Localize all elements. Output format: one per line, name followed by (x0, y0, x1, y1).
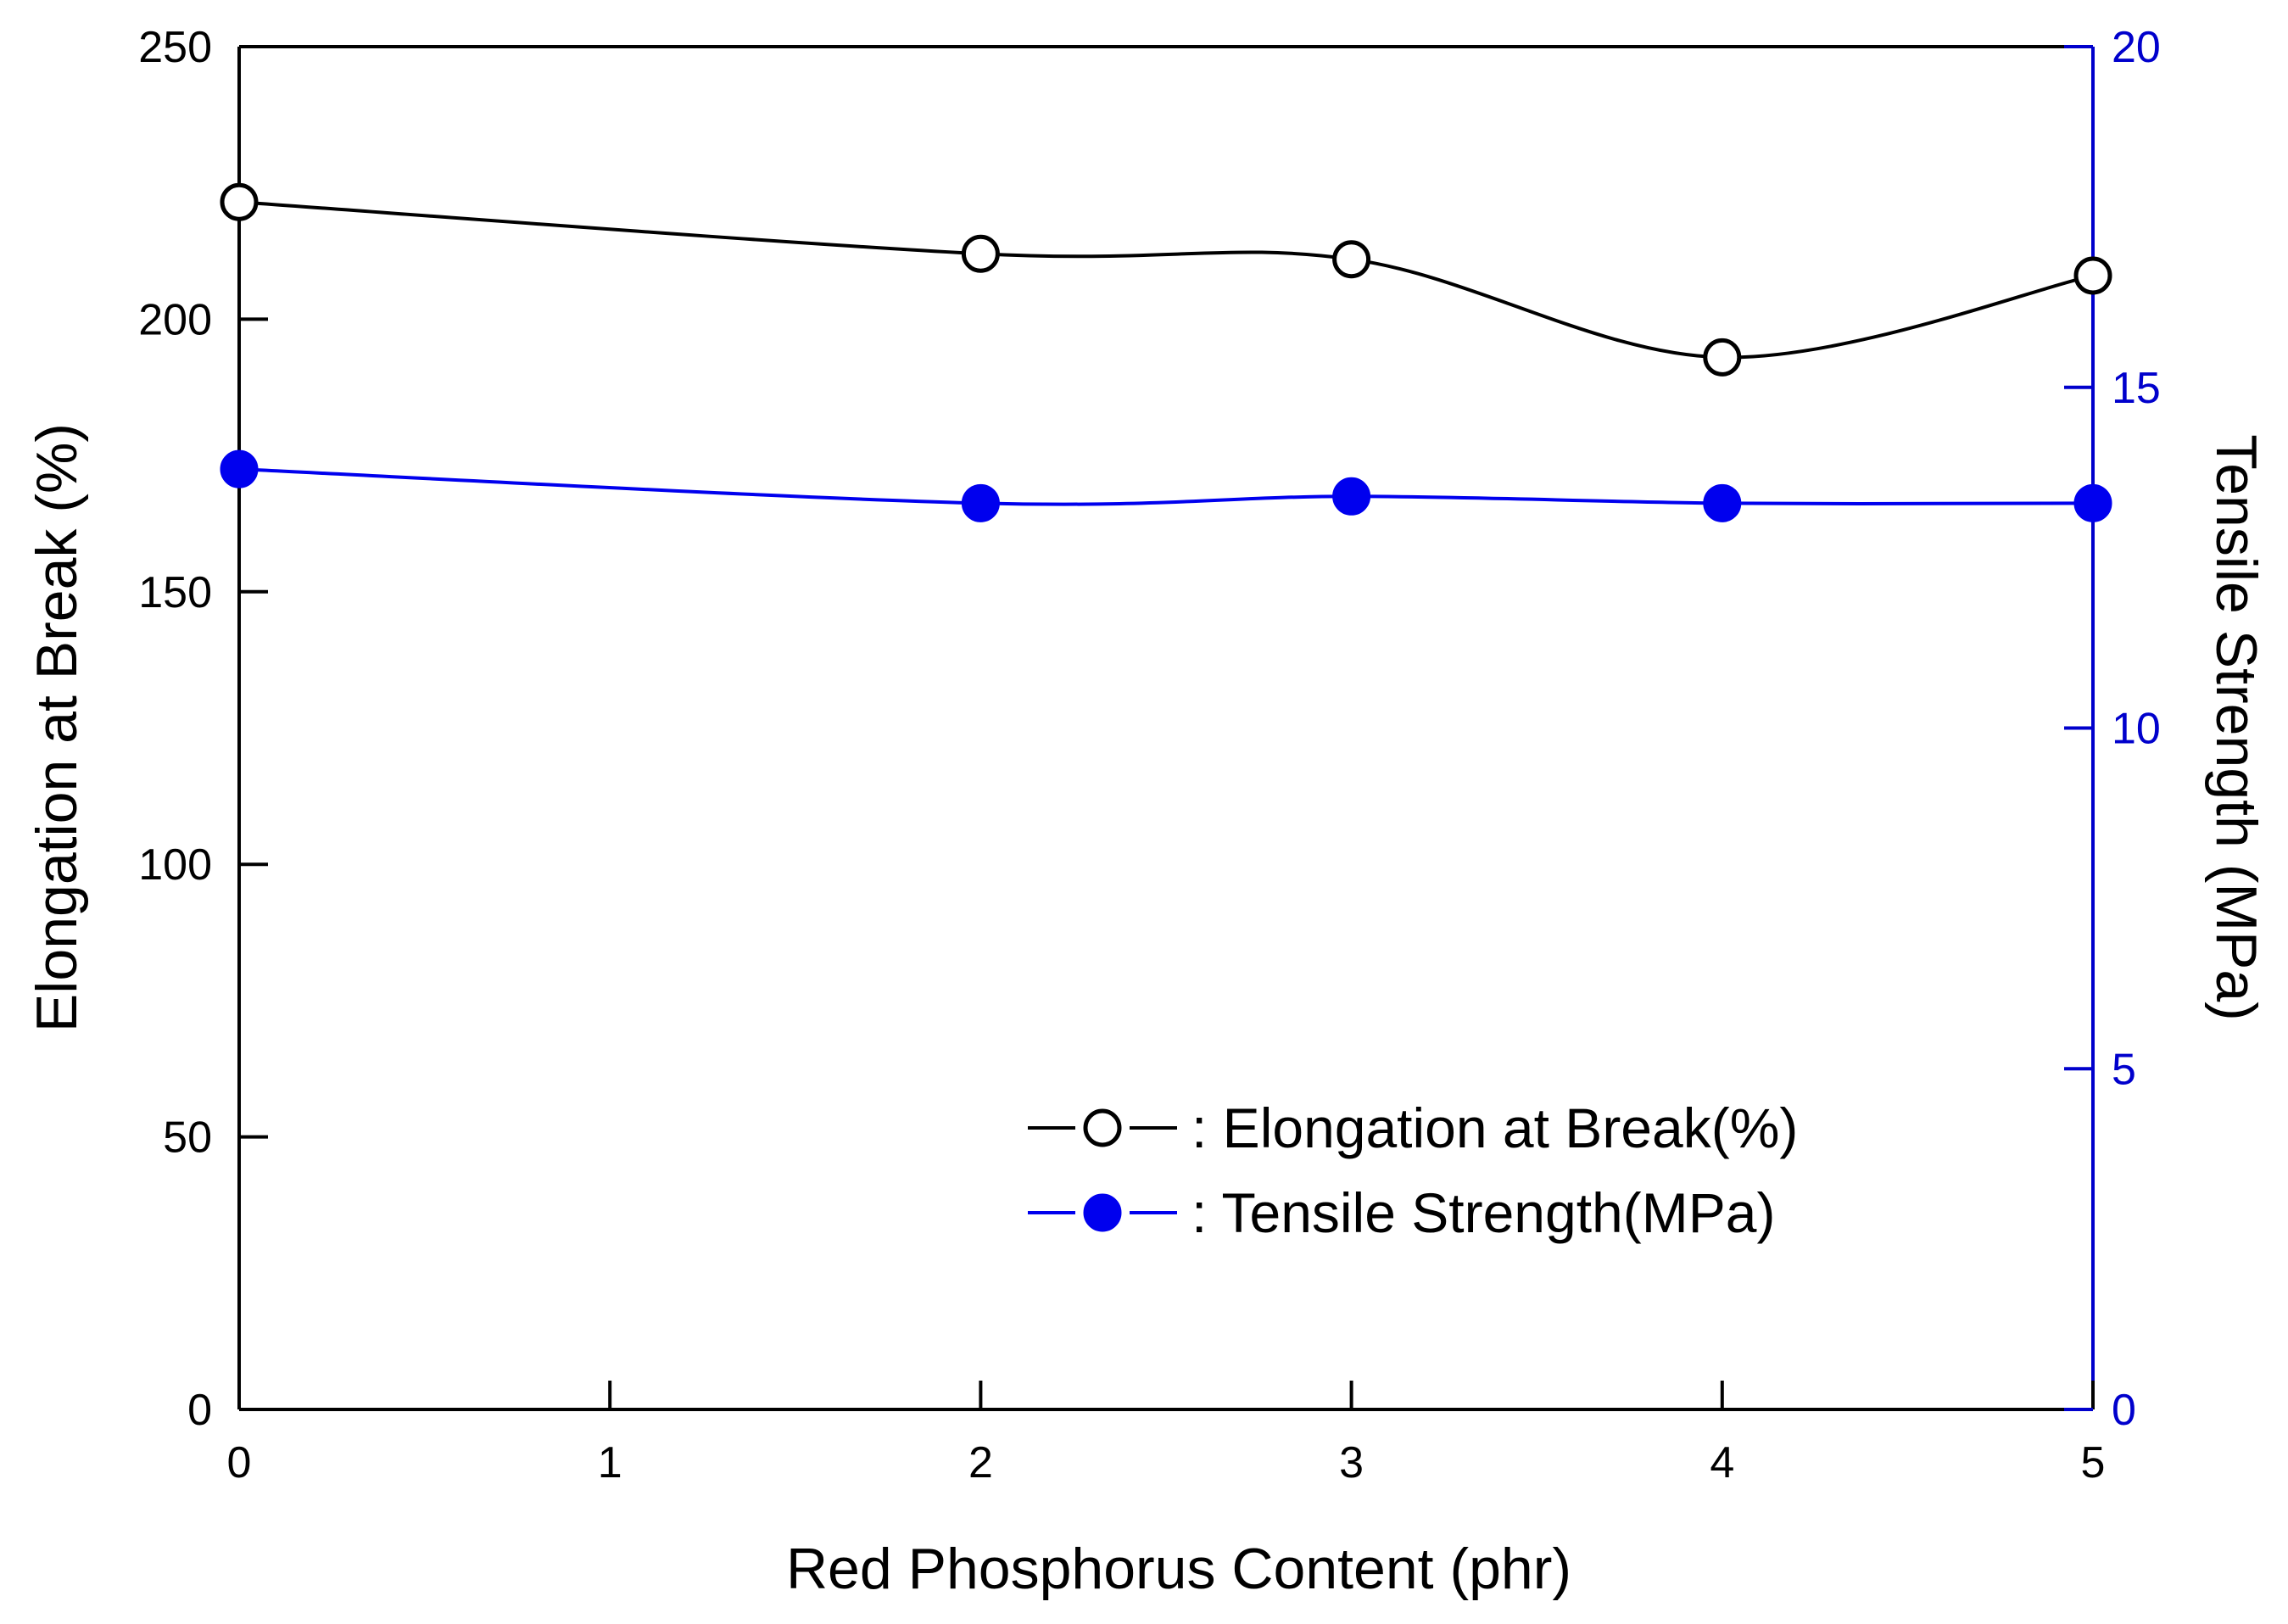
x-axis-ticks: 0 1 2 3 4 5 (227, 1381, 2106, 1487)
x-tick-label: 3 (1339, 1438, 1364, 1487)
y-left-tick-label: 0 (187, 1386, 212, 1435)
x-tick-label: 1 (598, 1438, 622, 1487)
y-left-tick-label: 50 (163, 1113, 212, 1163)
y-right-axis-ticks: 0 5 10 15 20 (2064, 23, 2161, 1435)
data-point-tensile (1332, 477, 1371, 516)
x-tick-label: 0 (227, 1438, 252, 1487)
data-point-elongation (220, 182, 259, 221)
legend-entry-elongation: : Elongation at Break(%) (1028, 1097, 1798, 1159)
x-tick-label: 4 (1710, 1438, 1734, 1487)
x-tick-label: 2 (968, 1438, 993, 1487)
y-left-tick-label: 200 (138, 295, 212, 344)
data-point-elongation (1332, 240, 1371, 279)
y-left-tick-label: 250 (138, 23, 212, 72)
legend-marker-elongation (1083, 1108, 1122, 1147)
plot-frame (237, 45, 2095, 1411)
y-left-tick-label: 150 (138, 568, 212, 617)
y-left-axis-title: Elongation at Break (%) (25, 423, 89, 1032)
y-right-tick-label: 10 (2112, 705, 2161, 754)
data-point-elongation (961, 234, 1000, 273)
y-right-tick-label: 5 (2112, 1045, 2136, 1094)
legend-entry-tensile: : Tensile Strength(MPa) (1028, 1181, 1775, 1244)
legend-label-tensile: : Tensile Strength(MPa) (1191, 1181, 1775, 1244)
y-left-axis-ticks: 0 50 100 150 200 250 (138, 23, 268, 1435)
series-line-elongation (238, 200, 2094, 360)
x-axis-title: Red Phosphorus Content (phr) (786, 1537, 1571, 1601)
legend-label-elongation: : Elongation at Break(%) (1191, 1097, 1798, 1159)
data-point-elongation (2073, 256, 2112, 295)
y-right-tick-label: 15 (2112, 364, 2161, 413)
data-point-tensile (2073, 483, 2112, 522)
data-point-tensile (1703, 483, 1742, 522)
series-layer (220, 182, 2112, 522)
y-left-tick-label: 100 (138, 840, 212, 890)
legend: : Elongation at Break(%) : Tensile Stren… (1028, 1097, 1798, 1244)
series-tensile (220, 449, 2112, 522)
data-point-tensile (961, 483, 1000, 522)
y-right-tick-label: 0 (2112, 1386, 2136, 1435)
series-elongation (220, 182, 2112, 377)
y-right-axis-title: Tensile Strength (MPa) (2204, 434, 2268, 1021)
series-line-tensile (238, 467, 2094, 506)
data-point-tensile (220, 449, 259, 488)
legend-marker-tensile (1083, 1193, 1122, 1232)
data-point-elongation (1703, 338, 1742, 377)
y-right-tick-label: 20 (2112, 23, 2161, 72)
x-tick-label: 5 (2081, 1438, 2106, 1487)
